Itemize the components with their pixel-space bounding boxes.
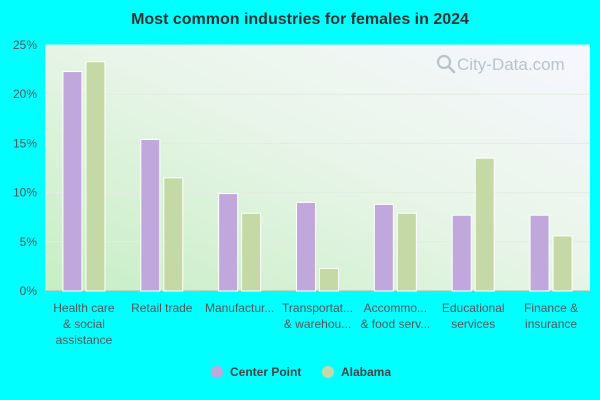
y-tick-label: 0% [20,284,38,298]
bar-center-point [529,214,550,292]
x-tick-label: Transportat... [282,301,353,315]
y-axis: 0% 5% 10% 15% 20% 25% [13,38,37,298]
bar-center-point [451,214,472,292]
x-tick-label: Accommo... [364,301,427,315]
bar-center-point [140,138,161,292]
watermark: City-Data.com [436,54,565,74]
watermark-text: City-Data.com [457,55,565,74]
bar-center-point [218,193,239,292]
x-tick-label: services [451,317,495,331]
y-tick-label: 20% [13,87,37,101]
watermark-search-icon [436,54,456,74]
y-tick-label: 15% [13,136,37,150]
x-tick-label: Educational [442,301,505,315]
bar-center-point [373,203,394,292]
bar-alabama [85,61,106,292]
x-tick-label: Finance & [524,301,578,315]
legend-label: Center Point [230,365,301,379]
bar-center-point [296,201,316,292]
bar-alabama [241,212,262,292]
bars [62,61,573,292]
x-axis: Health care & social assistance Retail trad… [53,301,578,347]
x-tick-label: assistance [56,333,113,347]
x-tick-label: Health care [53,301,115,315]
bar-alabama [319,267,339,292]
legend-swatch [211,366,223,378]
x-tick-label: & social [63,317,105,331]
bar-alabama [163,177,184,292]
gridlines [45,44,590,292]
legend-swatch [322,366,334,378]
x-tick-label: Retail trade [131,301,193,315]
bar-alabama [474,157,495,292]
legend-label: Alabama [341,365,391,379]
x-tick-label: & food serv... [360,317,430,331]
bar-alabama [552,235,573,292]
y-tick-label: 25% [13,38,37,52]
y-tick-label: 5% [20,235,38,249]
x-tick-label: & warehou... [284,317,351,331]
plot-background [45,45,590,291]
bar-center-point [62,71,83,292]
y-tick-label: 10% [13,186,37,200]
x-tick-label: Manufactur... [205,301,274,315]
bar-alabama [396,212,417,292]
legend: Center Point Alabama [211,365,391,379]
chart-title: Most common industries for females in 20… [131,11,469,28]
x-tick-label: insurance [525,317,577,331]
